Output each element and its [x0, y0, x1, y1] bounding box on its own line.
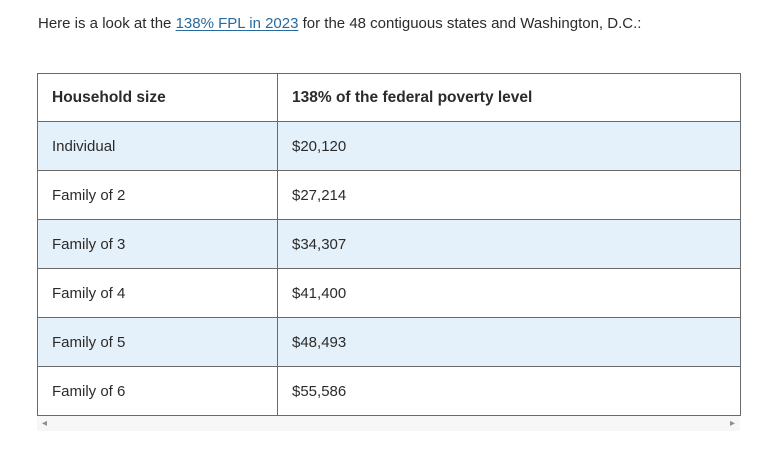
scroll-right-icon[interactable]: ▸ [725, 416, 740, 431]
intro-after-link: for the 48 contiguous states and Washing… [298, 15, 642, 32]
table-header-row: Household size 138% of the federal pover… [37, 73, 741, 122]
fpl-table: Household size 138% of the federal pover… [37, 73, 741, 416]
table-row: Individual $20,120 [37, 121, 741, 171]
table-row: Family of 6 $55,586 [37, 366, 741, 416]
household-size-cell: Individual [37, 121, 278, 171]
fpl-value-cell: $34,307 [277, 219, 741, 269]
table-row: Family of 5 $48,493 [37, 317, 741, 367]
horizontal-scrollbar[interactable]: ◂ ▸ [37, 416, 740, 431]
household-size-cell: Family of 6 [37, 366, 278, 416]
fpl-value-cell: $27,214 [277, 170, 741, 220]
fpl-value-cell: $20,120 [277, 121, 741, 171]
household-size-cell: Family of 5 [37, 317, 278, 367]
fpl-value-cell: $48,493 [277, 317, 741, 367]
fpl-table-container: Household size 138% of the federal pover… [37, 73, 741, 416]
household-size-cell: Family of 4 [37, 268, 278, 318]
fpl-value-cell: $55,586 [277, 366, 741, 416]
table-row: Family of 3 $34,307 [37, 219, 741, 269]
intro-before-link: Here is a look at the [38, 15, 176, 32]
fpl-value-cell: $41,400 [277, 268, 741, 318]
scroll-left-icon[interactable]: ◂ [37, 416, 52, 431]
intro-text: Here is a look at the 138% FPL in 2023 f… [38, 14, 641, 34]
household-size-cell: Family of 3 [37, 219, 278, 269]
household-size-cell: Family of 2 [37, 170, 278, 220]
header-fpl-level: 138% of the federal poverty level [277, 73, 741, 122]
table-row: Family of 4 $41,400 [37, 268, 741, 318]
header-household-size: Household size [37, 73, 278, 122]
table-row: Family of 2 $27,214 [37, 170, 741, 220]
fpl-link[interactable]: 138% FPL in 2023 [175, 15, 299, 32]
scrollbar-track[interactable] [52, 416, 725, 431]
